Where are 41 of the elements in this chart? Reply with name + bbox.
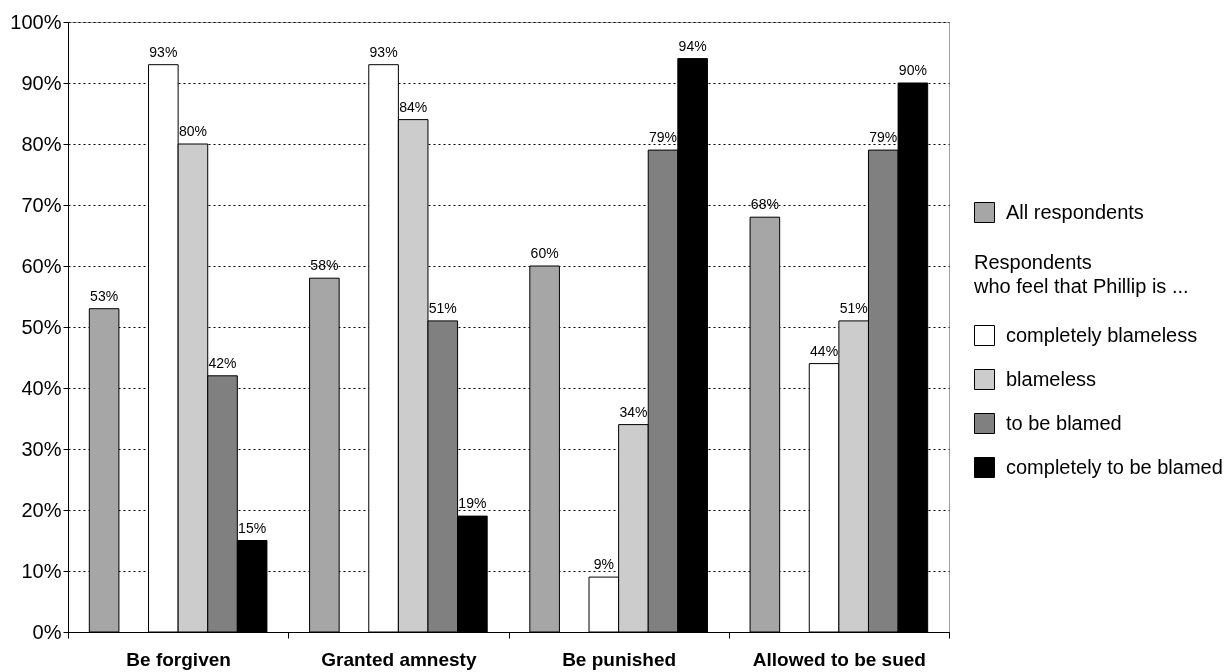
y-tick-label: 10% xyxy=(21,559,62,582)
legend-label: All respondents xyxy=(1006,200,1144,223)
legend-title: Respondents who feel that Phillip is ... xyxy=(973,251,1189,297)
legend-label: blameless xyxy=(1006,367,1097,390)
y-tick-label: 100% xyxy=(10,10,62,33)
x-tick-label: Be punished xyxy=(562,648,677,670)
data-label: 9% xyxy=(593,556,614,573)
y-tick-label: 20% xyxy=(21,498,62,521)
y-tick-label: 90% xyxy=(21,71,62,94)
data-label: 94% xyxy=(678,37,707,54)
data-label: 15% xyxy=(238,519,267,536)
legend-label: completely blameless xyxy=(1006,323,1198,346)
data-label: 80% xyxy=(178,123,207,139)
data-label: 58% xyxy=(310,257,339,274)
y-tick-label: 60% xyxy=(21,254,62,277)
y-tick-label: 30% xyxy=(21,437,62,460)
y-tick-label: 70% xyxy=(21,193,62,216)
data-label: 84% xyxy=(399,98,428,115)
x-tick-label: Be forgiven xyxy=(126,648,231,670)
data-label: 93% xyxy=(369,43,398,60)
data-label: 42% xyxy=(208,354,237,371)
x-tick-label: Allowed to be sued xyxy=(752,648,926,670)
data-label: 44% xyxy=(810,342,839,359)
legend-label: completely to be blamed xyxy=(1006,455,1223,478)
data-label: 79% xyxy=(869,129,898,146)
y-tick-label: 40% xyxy=(21,376,62,399)
x-tick-label: Granted amnesty xyxy=(321,648,477,670)
data-label: 93% xyxy=(149,43,178,60)
legend-label: to be blamed xyxy=(1006,411,1122,434)
data-label: 79% xyxy=(649,129,678,146)
data-label: 19% xyxy=(458,495,487,512)
data-label: 90% xyxy=(898,62,927,78)
y-tick-label: 80% xyxy=(21,132,62,155)
data-label: 60% xyxy=(530,245,559,261)
data-label: 53% xyxy=(90,287,119,304)
data-label: 34% xyxy=(619,403,648,420)
y-tick-label: 0% xyxy=(32,620,62,643)
data-label: 51% xyxy=(428,299,457,316)
data-label: 68% xyxy=(750,196,779,213)
data-label: 51% xyxy=(839,299,868,316)
y-tick-label: 50% xyxy=(21,315,62,338)
